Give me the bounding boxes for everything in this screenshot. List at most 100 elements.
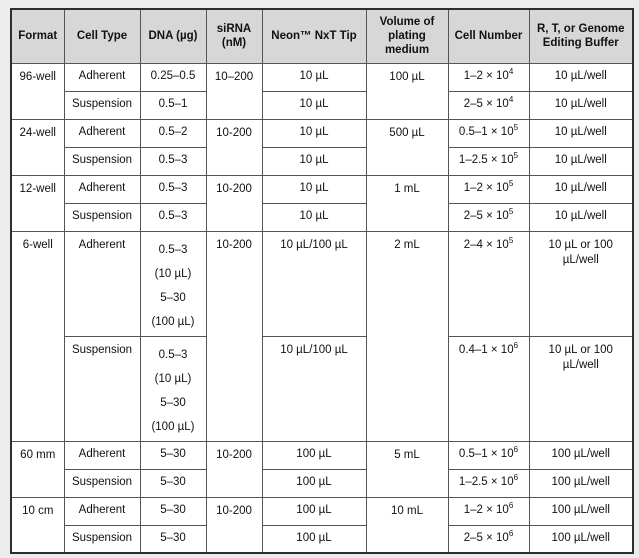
cell-tip: 10 µL [261,146,367,176]
dna-line: 5–30 [160,291,186,304]
dna-line: (10 µL) [154,267,192,280]
column-header-buffer: R, T, or Genome Editing Buffer [528,8,634,64]
cell-cell-number: 1–2 × 106 [447,496,530,526]
cell-cell-type: Suspension [63,335,141,442]
cell-buffer: 10 µL/well [528,202,634,232]
cell-cell-type: Adherent [63,230,141,337]
cell-volume: 10 mL [365,496,449,554]
cell-tip: 100 µL [261,468,367,498]
page: Format Cell Type DNA (µg) siRNA (nM) Neo… [10,8,634,554]
cell-cell-number: 2–5 × 106 [447,524,530,554]
cell-buffer: 10 µL/well [528,118,634,148]
cell-cell-type: Adherent [63,174,141,204]
table-row: 24-well Adherent 0.5–2 10-200 10 µL 500 … [10,118,634,176]
cell-format: 10 cm [10,496,65,554]
cell-cell-type: Adherent [63,118,141,148]
cell-tip: 100 µL [261,524,367,554]
cell-buffer: 10 µL or 100 µL/well [528,335,634,442]
table-row: 12-well Adherent 0.5–3 10-200 10 µL 1 mL… [10,174,634,232]
cell-number-exponent: 6 [508,501,514,511]
cell-number-exponent: 5 [508,207,514,217]
cell-number-exponent: 6 [513,473,519,483]
cell-cell-number: 2–5 × 104 [447,90,530,120]
cell-cell-type: Suspension [63,90,141,120]
cell-cell-number: 0.5–1 × 106 [447,440,530,470]
cell-dna: 0.5–3 [139,202,207,232]
cell-number-value: 1–2.5 × 10 [458,154,514,167]
table-row: Suspension 0.5–1 10 µL 2–5 × 104 10 µL/w… [11,90,634,120]
cell-number-value: 1–2 × 10 [463,182,509,195]
cell-cell-type: Suspension [63,468,141,498]
column-header-format: Format [10,8,65,64]
column-header-neon-nxt-tip: Neon™ NxT Tip [261,8,367,64]
cell-sirna: 10-200 [205,496,263,554]
cell-dna: 0.5–2 [139,118,207,148]
cell-sirna: 10-200 [205,174,263,232]
cell-volume: 5 mL [365,440,449,498]
table-row: Suspension 0.5–3 10 µL 1–2.5 × 105 10 µL… [11,146,634,176]
column-header-cell-type: Cell Type [63,8,141,64]
header-row: Format Cell Type DNA (µg) siRNA (nM) Neo… [10,8,634,64]
column-header-sirna: siRNA (nM) [205,8,263,64]
cell-format: 12-well [10,174,65,232]
cell-number-exponent: 4 [508,95,514,105]
cell-number-value: 1–2.5 × 10 [458,476,514,489]
cell-dna: 0.5–3 [139,146,207,176]
cell-tip: 100 µL [261,496,367,526]
cell-number-value: 0.4–1 × 10 [458,343,514,356]
cell-sirna: 10–200 [205,62,263,120]
cell-cell-number: 1–2 × 104 [447,62,530,92]
cell-volume: 500 µL [365,118,449,176]
cell-tip: 10 µL [261,90,367,120]
table-row: Suspension 5–30 100 µL 1–2.5 × 106 100 µ… [11,468,634,498]
cell-number-value: 2–5 × 10 [463,210,509,223]
cell-buffer: 100 µL/well [528,468,634,498]
cell-buffer: 100 µL/well [528,524,634,554]
dna-line: (100 µL) [151,315,195,328]
dna-line: (100 µL) [151,420,195,433]
cell-dna: 0.25–0.5 [139,62,207,92]
column-header-plating-volume: Volume of plating medium [365,8,449,64]
cell-buffer: 10 µL/well [528,174,634,204]
column-header-cell-number: Cell Number [447,8,530,64]
electroporation-parameters-table: Format Cell Type DNA (µg) siRNA (nM) Neo… [10,8,634,554]
table-row: 96-well Adherent 0.25–0.5 10–200 10 µL 1… [10,62,634,120]
cell-cell-type: Adherent [63,62,141,92]
cell-buffer: 100 µL/well [528,496,634,526]
dna-line: 0.5–3 [158,243,188,256]
cell-format: 6-well [10,230,65,442]
table-row: 10 cm Adherent 5–30 10-200 100 µL 10 mL … [10,496,634,554]
cell-dna: 0.5–3 [139,174,207,204]
cell-tip: 10 µL [261,202,367,232]
cell-number-exponent: 5 [508,179,514,189]
cell-format: 96-well [10,62,65,120]
table-row: Suspension 0.5–3 10 µL 2–5 × 105 10 µL/w… [11,202,634,232]
table-row: 6-well Adherent 0.5–3 (10 µL) 5–30 (100 … [10,230,634,442]
cell-number-exponent: 5 [513,151,519,161]
dna-line: (10 µL) [154,372,192,385]
cell-tip: 100 µL [261,440,367,470]
cell-cell-number: 0.4–1 × 106 [447,335,530,442]
cell-number-value: 1–2 × 10 [463,504,509,517]
cell-dna: 0.5–3 (10 µL) 5–30 (100 µL) [139,335,207,442]
cell-cell-number: 1–2.5 × 105 [447,146,530,176]
cell-number-exponent: 6 [513,340,519,350]
cell-cell-type: Suspension [63,524,141,554]
cell-buffer: 10 µL/well [528,146,634,176]
cell-volume: 100 µL [365,62,449,120]
cell-tip: 10 µL [261,118,367,148]
cell-dna: 5–30 [139,440,207,470]
table-row: 60 mm Adherent 5–30 10-200 100 µL 5 mL 0… [10,440,634,498]
cell-sirna: 10-200 [205,118,263,176]
cell-format: 24-well [10,118,65,176]
dna-line: 0.5–3 [158,348,188,361]
table-row: Suspension 0.5–3 (10 µL) 5–30 (100 µL) 1… [11,335,634,442]
cell-tip: 10 µL/100 µL [261,230,367,337]
cell-number-exponent: 5 [513,123,519,133]
cell-number-exponent: 6 [508,529,514,539]
cell-cell-type: Adherent [63,496,141,526]
cell-sirna: 10-200 [205,440,263,498]
cell-cell-type: Suspension [63,202,141,232]
cell-buffer: 10 µL/well [528,90,634,120]
cell-dna: 5–30 [139,496,207,526]
